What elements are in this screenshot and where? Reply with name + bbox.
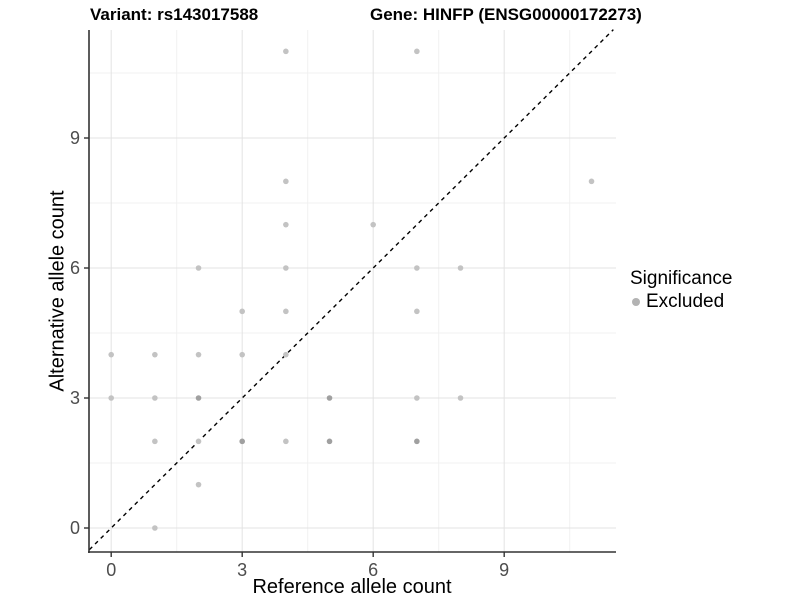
identity-line [88, 29, 614, 551]
data-point [152, 525, 158, 531]
data-point [195, 481, 202, 488]
data-point [195, 438, 202, 445]
data-point [108, 351, 114, 358]
data-point [370, 221, 376, 228]
y-tick-label: 0 [70, 518, 80, 538]
data-point [152, 351, 158, 358]
legend-item-excluded: Excluded [630, 292, 732, 312]
data-point [195, 265, 202, 271]
data-point [414, 265, 420, 271]
data-point [283, 308, 289, 315]
data-point [457, 395, 464, 401]
data-point [588, 178, 595, 185]
data-point [326, 438, 333, 445]
data-point [283, 438, 289, 445]
data-point [239, 351, 245, 358]
data-point [152, 395, 158, 401]
data-point [239, 308, 245, 315]
data-point [414, 48, 420, 55]
data-point [457, 265, 464, 271]
x-axis-title: Reference allele count [252, 576, 452, 598]
y-tick-label: 3 [70, 388, 80, 408]
x-tick-label: 9 [499, 560, 509, 580]
data-point [283, 351, 289, 358]
x-tick-label: 6 [368, 560, 378, 580]
data-point [195, 395, 202, 401]
data-point [326, 395, 333, 401]
x-tick-label: 3 [237, 560, 247, 580]
legend-item-label: Excluded [646, 291, 725, 312]
data-point [414, 308, 420, 315]
data-point [414, 395, 420, 401]
plot-title-variant: Variant: rs143017588 [90, 5, 259, 24]
data-point [152, 438, 158, 445]
data-point [283, 178, 289, 185]
data-point [414, 438, 420, 445]
x-tick-label: 0 [106, 560, 116, 580]
data-point [239, 438, 245, 445]
data-point [283, 221, 289, 228]
data-point [283, 48, 289, 55]
legend: Significance Excluded [630, 268, 732, 312]
y-tick-label: 6 [70, 258, 80, 278]
legend-key-dot-icon [632, 298, 640, 306]
y-axis-title: Alternative allele count [46, 190, 69, 392]
data-point [283, 265, 289, 271]
data-point [195, 351, 202, 358]
legend-title: Significance [630, 268, 733, 289]
y-tick-label: 9 [70, 128, 80, 148]
plot-title-gene: Gene: HINFP (ENSG00000172273) [370, 5, 642, 24]
data-point [108, 395, 114, 401]
